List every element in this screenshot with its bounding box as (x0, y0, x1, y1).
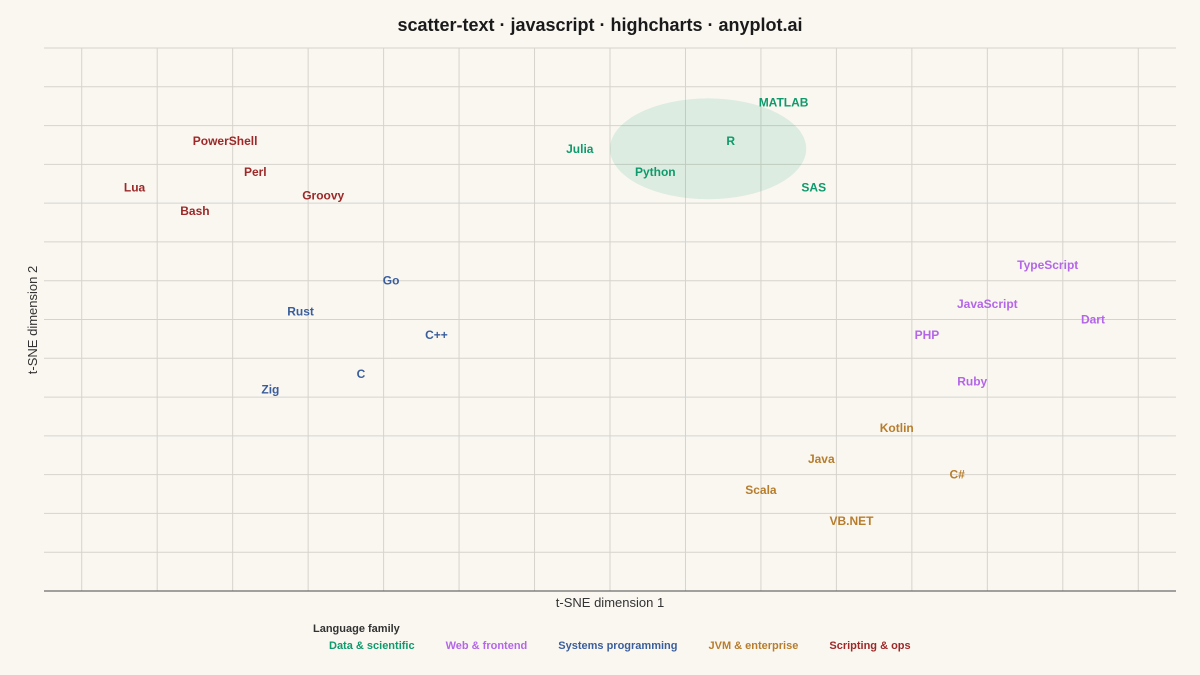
point-label: C# (949, 468, 965, 482)
legend: Data & scientific Web & frontend Systems p… (329, 640, 911, 652)
point-label: SAS (801, 181, 826, 195)
point-label: Lua (124, 181, 146, 195)
point-label: TypeScript (1017, 258, 1078, 272)
point-label: C (357, 367, 366, 381)
legend-item[interactable]: Scripting & ops (829, 640, 910, 652)
point-label: Bash (180, 204, 209, 218)
point-label: Dart (1081, 313, 1105, 327)
chart-title: scatter-text · javascript · highcharts ·… (397, 15, 802, 35)
cluster-highlight (610, 98, 807, 200)
legend-title: Language family (313, 623, 401, 635)
point-label: PHP (915, 328, 940, 342)
point-label: C++ (425, 328, 448, 342)
legend-item[interactable]: Data & scientific (329, 640, 415, 652)
point-label: Groovy (302, 188, 344, 202)
point-label: Perl (244, 165, 267, 179)
point-labels: MATLAB R Julia Python SAS TypeScript JavaScrip… (124, 95, 1105, 528)
grid (44, 47, 1176, 591)
point-label: PowerShell (193, 134, 258, 148)
legend-item[interactable]: Web & frontend (446, 640, 528, 652)
point-label: VB.NET (829, 514, 874, 528)
point-label: R (726, 134, 735, 148)
point-label: Scala (745, 483, 777, 497)
cluster-highlight-circle (610, 98, 807, 200)
point-label: MATLAB (759, 95, 809, 109)
point-label: Julia (566, 142, 594, 156)
point-label: Python (635, 165, 676, 179)
y-axis-label: t-SNE dimension 2 (25, 266, 40, 374)
point-label: Kotlin (880, 421, 914, 435)
point-label: Rust (287, 305, 314, 319)
x-axis-label: t-SNE dimension 1 (556, 595, 664, 610)
legend-item[interactable]: JVM & enterprise (708, 640, 798, 652)
point-label: JavaScript (957, 297, 1018, 311)
point-label: Ruby (957, 375, 987, 389)
point-label: Java (808, 452, 835, 466)
point-label: Go (383, 274, 400, 288)
legend-item[interactable]: Systems programming (558, 640, 677, 652)
point-label: Zig (261, 382, 279, 396)
